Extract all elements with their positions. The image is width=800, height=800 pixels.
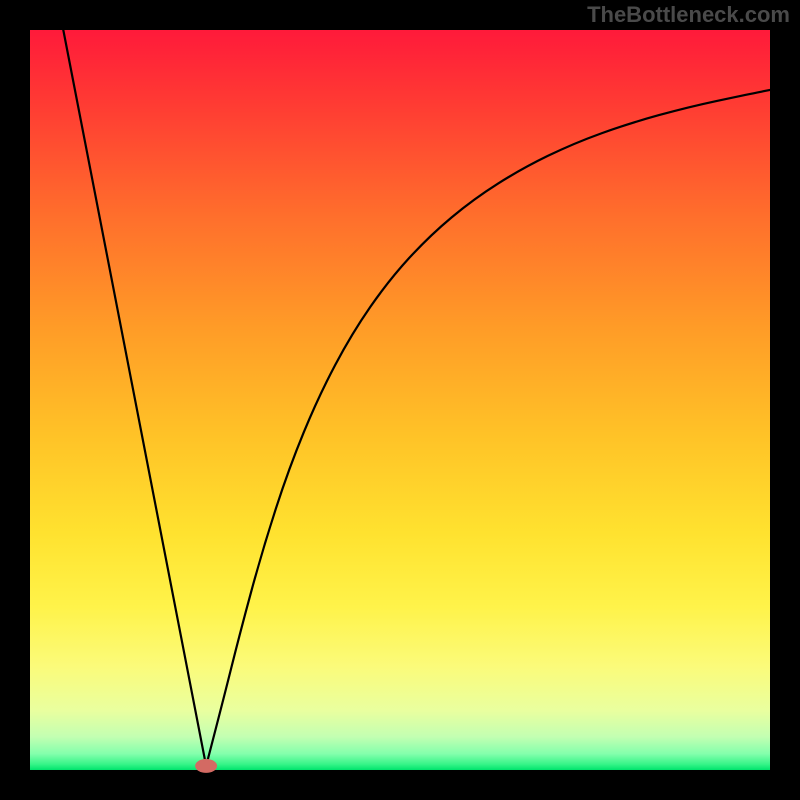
outer-frame: TheBottleneck.com: [0, 0, 800, 800]
bottleneck-chart: [0, 0, 800, 800]
minimum-marker: [195, 759, 217, 773]
watermark-text: TheBottleneck.com: [587, 2, 790, 28]
plot-background: [30, 30, 770, 770]
